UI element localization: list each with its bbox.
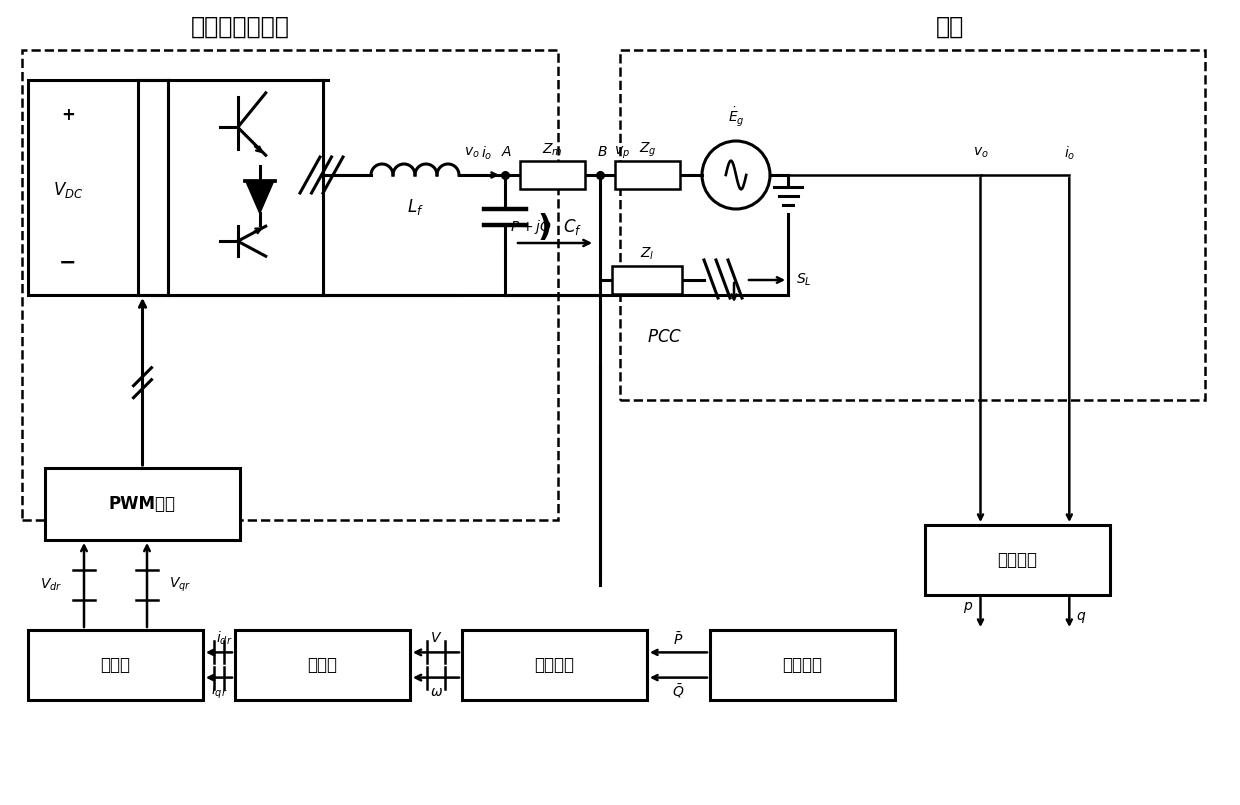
Polygon shape [246, 181, 274, 213]
Text: 电流环: 电流环 [100, 656, 130, 674]
Text: $\bar{Q}$: $\bar{Q}$ [672, 682, 684, 700]
Text: $i_o$: $i_o$ [1064, 144, 1075, 162]
Text: 下垂控制逆变器: 下垂控制逆变器 [191, 15, 289, 39]
Text: PWM调制: PWM调制 [109, 495, 176, 513]
Text: $L_f$: $L_f$ [407, 197, 423, 217]
Text: $P+jQ$: $P+jQ$ [510, 218, 552, 236]
Bar [45, 468, 241, 540]
Text: $Z_g$: $Z_g$ [639, 141, 656, 159]
Text: $V_{qr}$: $V_{qr}$ [169, 576, 191, 594]
Bar [711, 630, 895, 700]
Text: $B$: $B$ [596, 145, 608, 159]
Text: ): ) [538, 213, 552, 242]
Text: $Z_m$: $Z_m$ [542, 142, 563, 159]
Text: $v_o$: $v_o$ [972, 146, 988, 160]
Text: $\bar{P}$: $\bar{P}$ [673, 631, 683, 648]
Text: $V$: $V$ [430, 631, 443, 646]
Text: $i_{qr}$: $i_{qr}$ [211, 682, 227, 701]
Text: $v_p$: $v_p$ [614, 145, 630, 161]
Bar [29, 630, 203, 700]
Text: $PCC$: $PCC$ [647, 328, 682, 346]
Text: $\dot{E}_g$: $\dot{E}_g$ [728, 105, 744, 129]
Bar [463, 630, 647, 700]
Bar [925, 525, 1110, 595]
Text: 电网: 电网 [936, 15, 965, 39]
Bar [620, 50, 1205, 400]
Bar [613, 266, 682, 294]
Text: 电压环: 电压环 [308, 656, 337, 674]
Text: 功率下垂: 功率下垂 [534, 656, 574, 674]
Bar [615, 161, 680, 189]
Text: $v_o$: $v_o$ [464, 146, 480, 160]
Text: 低通滤波: 低通滤波 [782, 656, 822, 674]
Text: $p$: $p$ [963, 600, 973, 615]
Text: $\omega$: $\omega$ [429, 684, 443, 699]
Bar [520, 161, 585, 189]
Text: $i_o$: $i_o$ [481, 144, 492, 162]
Text: +: + [61, 106, 74, 124]
Bar [22, 50, 558, 520]
Text: $C_f$: $C_f$ [563, 217, 582, 237]
Text: $A$: $A$ [501, 145, 512, 159]
Bar [236, 630, 410, 700]
Text: −: − [60, 253, 77, 273]
Bar [29, 80, 138, 295]
Text: $V_{dr}$: $V_{dr}$ [40, 577, 62, 593]
Bar [167, 80, 322, 295]
Text: $i_{dr}$: $i_{dr}$ [216, 630, 232, 647]
Text: $q$: $q$ [1076, 610, 1086, 625]
Text: $Z_l$: $Z_l$ [640, 246, 655, 262]
Text: $V_{DC}$: $V_{DC}$ [53, 180, 83, 200]
Text: $S_L$: $S_L$ [796, 272, 812, 288]
Text: 功率计算: 功率计算 [997, 551, 1038, 569]
